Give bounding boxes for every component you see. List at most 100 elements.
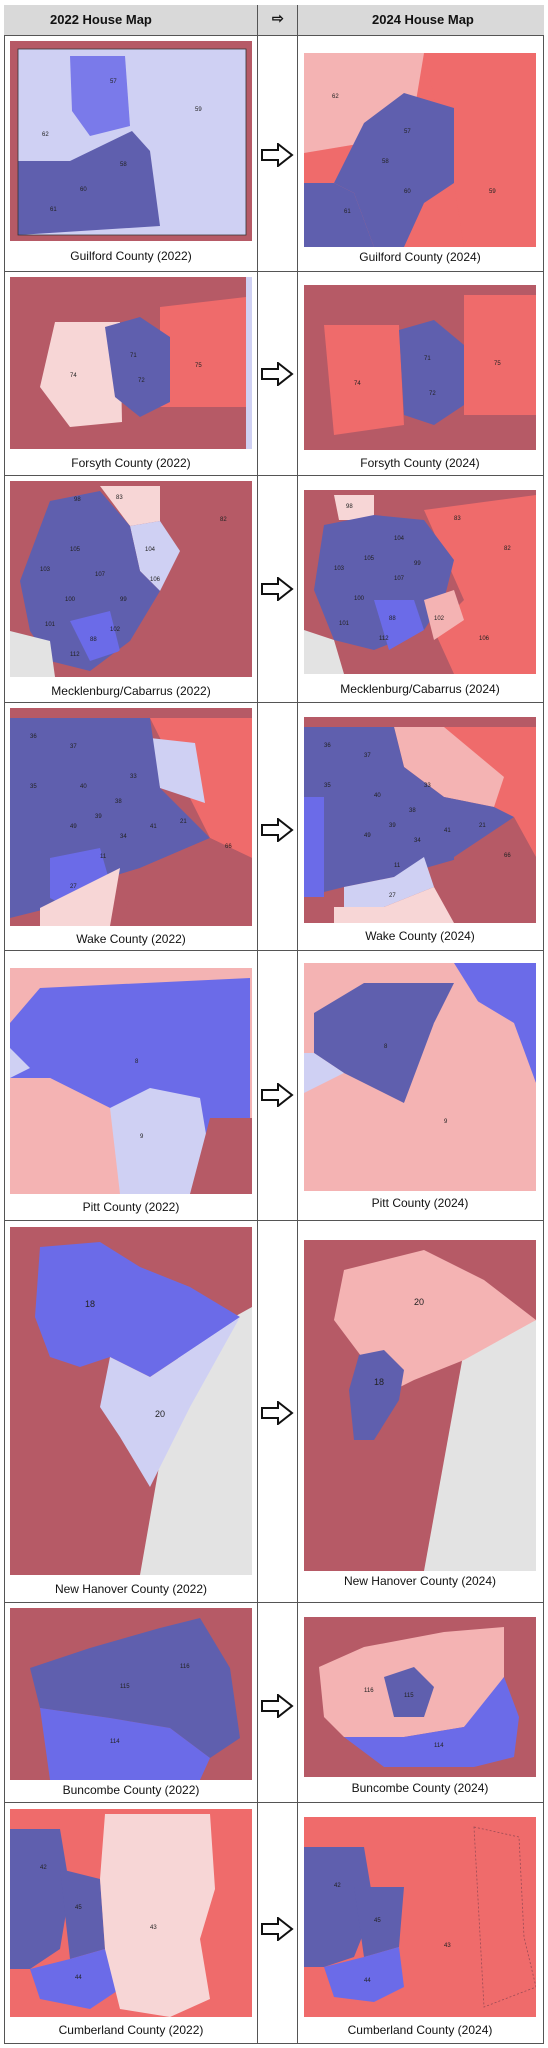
- map-mecklenburg-2024: 98 83 82 104 103 105 107 99 100 101 88 1…: [304, 490, 536, 674]
- map-cumberland-2024: 42 45 43 44: [304, 1817, 536, 2017]
- district-label: 88: [90, 637, 97, 643]
- district-shape: [70, 611, 120, 661]
- district-label: 49: [364, 833, 371, 839]
- caption-buncombe-2022: Buncombe County (2022): [62, 1783, 200, 1797]
- district-label: 39: [95, 814, 102, 820]
- district-label: 40: [374, 793, 381, 799]
- district-label: 98: [74, 497, 81, 503]
- district-label: 99: [414, 561, 421, 567]
- district-label: 45: [75, 1905, 82, 1911]
- caption-newhanover-2022: New Hanover County (2022): [54, 1582, 208, 1596]
- district-label: 9: [140, 1134, 144, 1140]
- district-label: 74: [354, 381, 361, 387]
- district-label: 102: [110, 627, 121, 633]
- district-shape: [90, 611, 252, 677]
- district-shape: [464, 295, 536, 415]
- district-label: 83: [116, 495, 123, 501]
- row-divider: [4, 1220, 544, 1221]
- row-divider: [4, 702, 544, 703]
- map-cumberland-2022: 42 45 43 44: [10, 1809, 252, 2017]
- map-wake-2024: 36 37 35 40 38 39 33 34 49 41 11 21 66 2…: [304, 717, 536, 923]
- district-label: 66: [504, 853, 511, 859]
- district-label: 41: [150, 824, 157, 830]
- district-label: 114: [434, 1743, 444, 1749]
- district-shape: [394, 727, 504, 807]
- column-divider-right: [297, 5, 298, 2044]
- row-divider: [4, 1602, 544, 1603]
- caption-cumberland-2024: Cumberland County (2024): [347, 2023, 493, 2037]
- district-label: 112: [70, 652, 80, 658]
- district-label: 39: [389, 823, 396, 829]
- district-label: 21: [479, 823, 486, 829]
- district-label: 27: [389, 893, 396, 899]
- district-label: 42: [40, 1865, 47, 1871]
- district-label: 75: [494, 361, 501, 367]
- district-shape: [334, 495, 374, 520]
- district-shape: [160, 297, 246, 407]
- comparison-table: 2022 House Map ⇨ 2024 House Map 57 59 62…: [4, 5, 544, 2044]
- district-label: 60: [404, 189, 411, 195]
- district-label: 104: [145, 547, 156, 553]
- district-label: 61: [50, 207, 57, 213]
- district-shape: [20, 491, 160, 671]
- district-shape: [100, 1317, 240, 1487]
- district-label: 57: [110, 79, 117, 85]
- district-shape: [120, 838, 252, 926]
- district-label: 35: [30, 784, 37, 790]
- district-label: 104: [394, 536, 405, 542]
- right-arrow-icon: [261, 577, 294, 601]
- district-label: 100: [354, 596, 365, 602]
- district-label: 49: [70, 824, 77, 830]
- district-label: 33: [424, 783, 431, 789]
- district-label: 66: [225, 844, 232, 850]
- caption-guilford-2022: Guilford County (2022): [70, 249, 192, 263]
- district-label: 33: [130, 774, 137, 780]
- district-label: 59: [489, 189, 496, 195]
- caption-pitt-2024: Pitt County (2024): [371, 1196, 469, 1210]
- row-divider: [4, 1802, 544, 1803]
- district-label: 42: [334, 1883, 341, 1889]
- district-shape: [40, 322, 122, 427]
- district-label: 18: [85, 1299, 95, 1309]
- district-label: 58: [120, 162, 127, 168]
- district-shape: [304, 183, 374, 247]
- caption-forsyth-2022: Forsyth County (2022): [71, 456, 191, 470]
- district-label: 105: [364, 556, 375, 562]
- district-label: 58: [382, 159, 389, 165]
- district-shape: [344, 857, 434, 907]
- district-label: 57: [404, 129, 411, 135]
- district-label: 37: [364, 753, 371, 759]
- district-label: 9: [444, 1119, 448, 1125]
- right-arrow-icon: [261, 1917, 294, 1941]
- district-shape: [17, 48, 247, 236]
- district-label: 105: [70, 547, 81, 553]
- column-divider-left: [257, 5, 258, 2044]
- map-newhanover-2024: 20 18: [304, 1240, 536, 1571]
- right-arrow-icon: [261, 362, 294, 386]
- district-shape: [424, 1320, 536, 1571]
- caption-mecklenburg-2022: Mecklenburg/Cabarrus (2022): [51, 684, 211, 698]
- caption-wake-2022: Wake County (2022): [76, 932, 186, 946]
- district-shape: [10, 1048, 30, 1078]
- district-label: 11: [394, 863, 401, 869]
- district-shape: [10, 1078, 110, 1194]
- caption-forsyth-2024: Forsyth County (2024): [360, 456, 480, 470]
- district-shape: [30, 1949, 120, 2009]
- caption-guilford-2024: Guilford County (2024): [359, 250, 481, 264]
- district-label: 98: [346, 504, 353, 510]
- district-label: 34: [414, 838, 421, 844]
- district-label: 18: [374, 1377, 384, 1387]
- district-label: 103: [40, 567, 51, 573]
- district-label: 36: [324, 743, 331, 749]
- district-label: 82: [504, 546, 511, 552]
- table-header: 2022 House Map ⇨ 2024 House Map: [4, 5, 544, 36]
- district-label: 41: [444, 828, 451, 834]
- right-arrow-icon: [261, 1694, 294, 1718]
- district-shape: [374, 600, 424, 650]
- district-label: 106: [479, 636, 490, 642]
- district-shape: [125, 51, 246, 229]
- district-label: 74: [70, 373, 77, 379]
- district-shape: [324, 325, 404, 435]
- district-shape: [454, 817, 536, 923]
- district-shape: [304, 797, 324, 897]
